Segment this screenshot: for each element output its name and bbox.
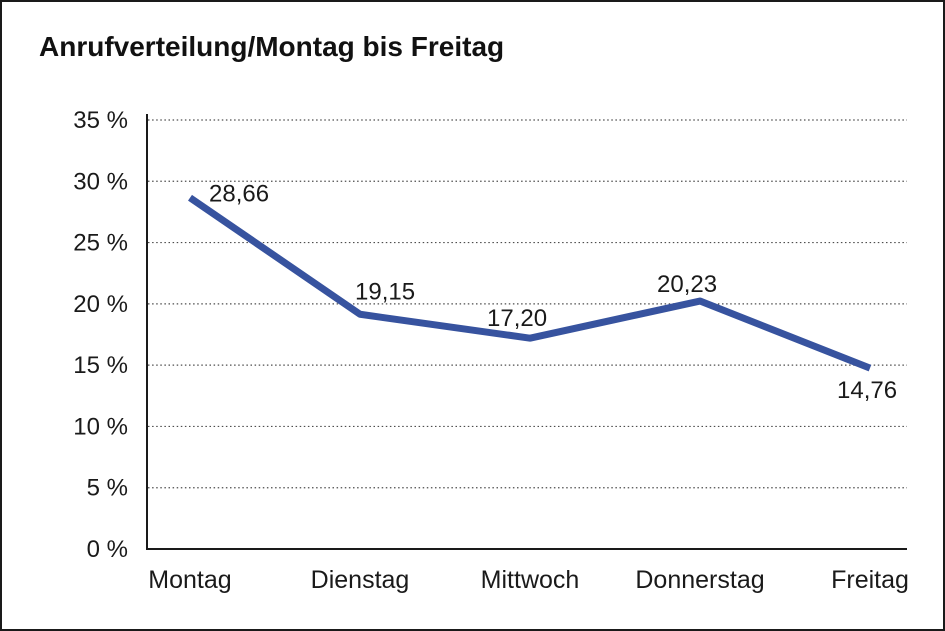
x-category-label: Dienstag bbox=[311, 566, 410, 594]
x-category-label: Mittwoch bbox=[481, 566, 580, 594]
y-tick-label: 20 % bbox=[73, 291, 128, 318]
x-category-label: Montag bbox=[148, 566, 231, 594]
y-tick-label: 5 % bbox=[87, 475, 128, 502]
data-label: 28,66 bbox=[209, 181, 269, 208]
y-tick-label: 10 % bbox=[73, 413, 128, 440]
chart-title: Anrufverteilung/Montag bis Freitag bbox=[39, 31, 505, 62]
y-tick-label: 30 % bbox=[73, 168, 128, 195]
data-label: 14,76 bbox=[837, 377, 897, 404]
data-label: 19,15 bbox=[355, 278, 415, 305]
y-tick-label: 15 % bbox=[73, 352, 128, 379]
y-tick-label: 25 % bbox=[73, 230, 128, 257]
x-category-label: Donnerstag bbox=[635, 566, 764, 594]
x-category-label: Freitag bbox=[831, 566, 909, 594]
data-label: 20,23 bbox=[657, 271, 717, 298]
data-label: 17,20 bbox=[487, 305, 547, 332]
data-line bbox=[188, 194, 872, 372]
y-tick-label: 35 % bbox=[73, 107, 128, 134]
y-tick-label: 0 % bbox=[87, 536, 128, 563]
